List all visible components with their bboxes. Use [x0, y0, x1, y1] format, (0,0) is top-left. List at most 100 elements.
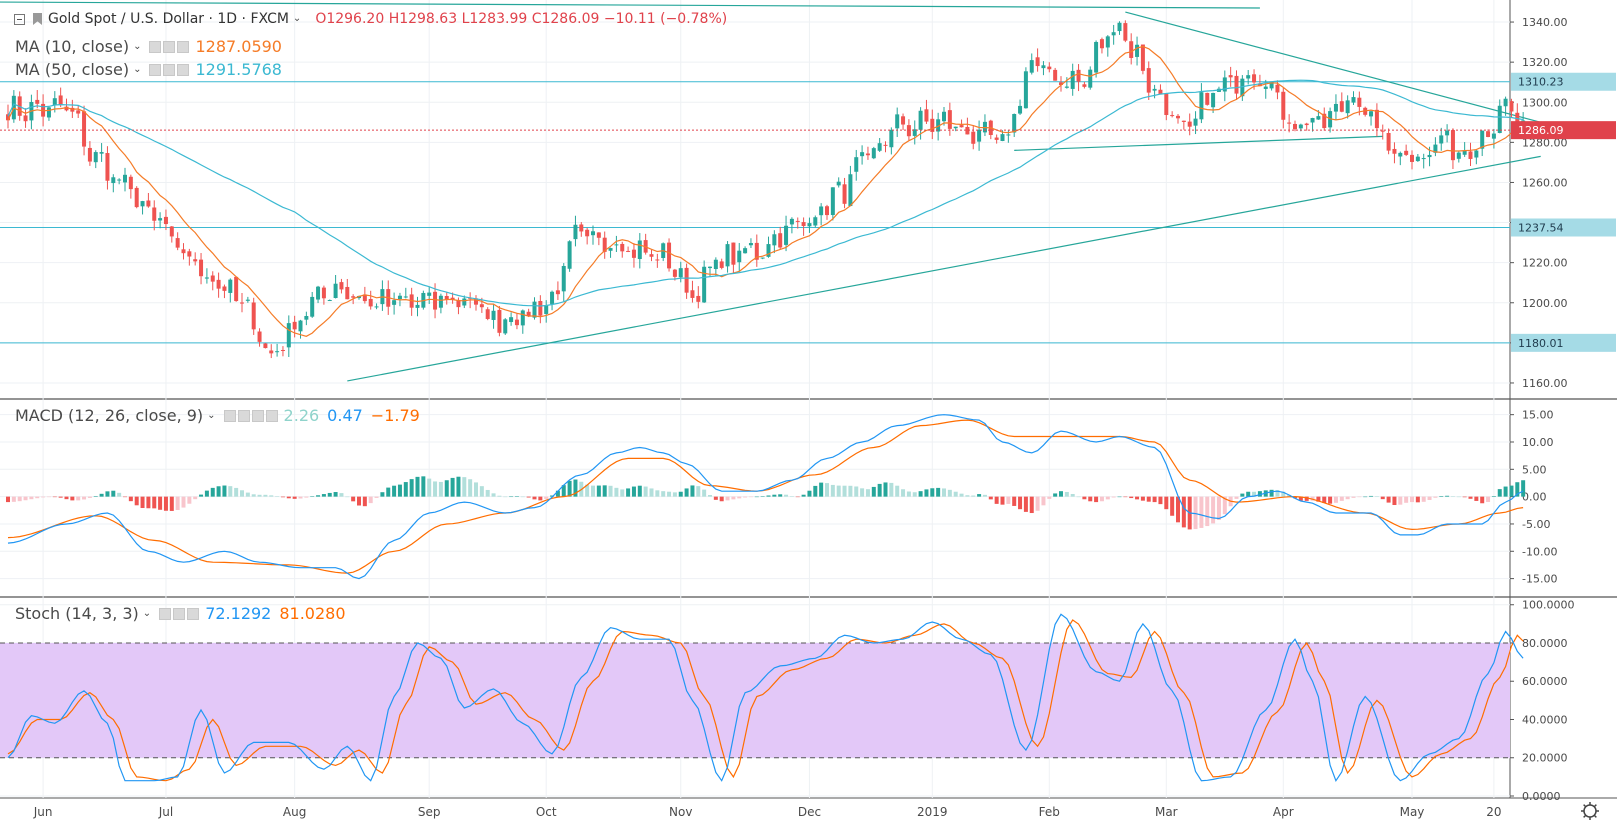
candle-body [819, 206, 824, 216]
candle-body [1228, 75, 1233, 78]
close-icon[interactable] [265, 410, 278, 422]
candle-body [1386, 132, 1391, 151]
candle-body [1070, 70, 1075, 89]
macd-histogram-bar [1252, 491, 1257, 497]
macd-histogram-bar [415, 476, 420, 497]
chevron-down-icon[interactable]: ⌄ [133, 41, 142, 52]
macd-histogram-bar [1298, 496, 1303, 501]
macd-label[interactable]: MACD (12, 26, close, 9) [15, 406, 204, 425]
gear-icon[interactable] [237, 410, 250, 422]
eye-icon[interactable] [149, 64, 162, 76]
gear-icon[interactable] [173, 608, 186, 620]
flag-icon[interactable] [33, 13, 42, 25]
macd-histogram-bar [1515, 482, 1520, 497]
high-value: H1298.63 [388, 11, 458, 27]
candle-body [216, 279, 221, 289]
macd-histogram-bar [497, 495, 502, 497]
candle-body [912, 129, 917, 136]
candle-body [35, 99, 40, 104]
candle-body [1339, 101, 1344, 112]
ma10-label[interactable]: MA (10, close) [15, 37, 130, 56]
candle-body [1170, 115, 1175, 117]
macd-histogram-bar [912, 492, 917, 497]
macd-histogram-bar [959, 493, 964, 497]
candle-body [1509, 101, 1514, 112]
macd-histogram-bar [41, 496, 46, 498]
ma50-label[interactable]: MA (50, close) [15, 60, 130, 79]
price-tick-label: 1200.00 [1522, 297, 1568, 310]
macd-histogram-bar [1053, 493, 1058, 497]
candle-body [509, 317, 514, 323]
macd-histogram-bar [1222, 496, 1227, 515]
candle-body [760, 257, 765, 259]
candle-body [602, 237, 607, 252]
macd-histogram-bar [1047, 496, 1052, 499]
level-price-label: 1180.01 [1518, 337, 1564, 350]
candle-body [245, 299, 250, 301]
low-value: L1283.99 [461, 11, 528, 27]
interval-label[interactable]: 1D [217, 11, 238, 27]
macd-hist-value: 2.26 [283, 406, 320, 425]
candle-body [865, 153, 870, 156]
macd-histogram-bar [1415, 496, 1420, 503]
eye-icon[interactable] [159, 608, 172, 620]
candle-body [76, 110, 81, 114]
macd-histogram-bar [117, 492, 122, 497]
macd-histogram-bar [438, 481, 443, 497]
macd-histogram-bar [1497, 489, 1502, 497]
stoch-tick-label: 0.0000 [1522, 790, 1561, 803]
gear-icon[interactable] [163, 41, 176, 53]
macd-histogram-bar [1152, 496, 1157, 503]
symbol-name[interactable]: Gold Spot / U.S. Dollar [48, 11, 205, 27]
candle-body [930, 118, 935, 132]
macd-histogram-bar [292, 496, 297, 499]
candle-body [503, 319, 508, 334]
stoch-label[interactable]: Stoch (14, 3, 3) [15, 604, 139, 623]
macd-histogram-bar [1491, 496, 1496, 497]
candle-body [479, 304, 484, 308]
macd-histogram-bar [52, 496, 57, 498]
chevron-down-icon[interactable]: ⌄ [142, 608, 152, 619]
candle-body [778, 233, 783, 248]
macd-histogram-bar [1521, 480, 1526, 497]
candle-body [438, 295, 443, 308]
candle-body [87, 147, 92, 162]
macd-histogram-bar [1000, 496, 1005, 505]
macd-histogram-bar [684, 488, 689, 497]
candle-body [1158, 89, 1163, 94]
macd-line [7, 414, 1524, 580]
x-tick-label: Jul [158, 805, 173, 819]
gear-icon[interactable] [163, 64, 176, 76]
chevron-down-icon[interactable]: ⌄ [292, 13, 302, 24]
source-code-icon[interactable] [251, 410, 264, 422]
macd-histogram-bar [1363, 496, 1368, 498]
candle-body [696, 295, 701, 302]
candle-body [251, 302, 256, 330]
macd-histogram-bar [936, 487, 941, 497]
macd-histogram-bar [357, 496, 361, 506]
chevron-down-icon[interactable]: ⌄ [207, 410, 216, 421]
collapse-icon[interactable] [14, 13, 25, 25]
macd-histogram-bar [672, 492, 677, 497]
candle-body [123, 174, 127, 183]
eye-icon[interactable] [223, 410, 236, 422]
close-icon[interactable] [187, 608, 200, 620]
macd-histogram-bar [830, 484, 835, 497]
stoch-d-line [7, 619, 1524, 782]
macd-histogram-bar [743, 496, 748, 498]
macd-histogram-bar [825, 483, 829, 497]
candle-body [1374, 109, 1379, 129]
close-icon[interactable] [177, 64, 190, 76]
settings-icon[interactable] [1581, 802, 1599, 820]
eye-icon[interactable] [149, 41, 162, 53]
macd-histogram-bar [836, 485, 841, 497]
candle-body [1164, 93, 1169, 116]
candle-body [1252, 74, 1257, 83]
candle-body [901, 116, 906, 125]
chevron-down-icon[interactable]: ⌄ [133, 64, 142, 75]
candle-body [555, 290, 560, 295]
stoch-legend: Stoch (14, 3, 3) ⌄ 72.1292 81.0280 [15, 605, 354, 623]
macd-histogram-bar [725, 496, 730, 501]
close-icon[interactable] [177, 41, 190, 53]
candle-body [134, 187, 139, 208]
